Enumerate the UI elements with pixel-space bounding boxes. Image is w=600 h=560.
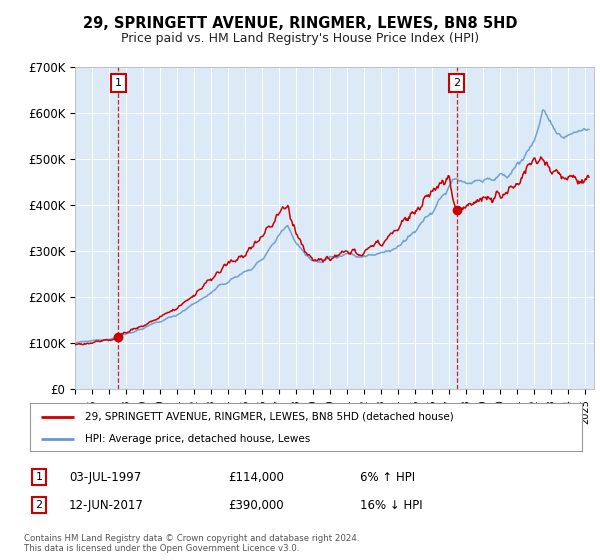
Text: HPI: Average price, detached house, Lewes: HPI: Average price, detached house, Lewe…	[85, 434, 310, 444]
Text: £114,000: £114,000	[228, 470, 284, 484]
Text: 2: 2	[453, 78, 460, 88]
Text: 2: 2	[35, 500, 43, 510]
Text: 03-JUL-1997: 03-JUL-1997	[69, 470, 141, 484]
Text: Price paid vs. HM Land Registry's House Price Index (HPI): Price paid vs. HM Land Registry's House …	[121, 31, 479, 45]
Text: 1: 1	[35, 472, 43, 482]
Text: 29, SPRINGETT AVENUE, RINGMER, LEWES, BN8 5HD (detached house): 29, SPRINGETT AVENUE, RINGMER, LEWES, BN…	[85, 412, 454, 422]
Text: 6% ↑ HPI: 6% ↑ HPI	[360, 470, 415, 484]
Text: Contains HM Land Registry data © Crown copyright and database right 2024.: Contains HM Land Registry data © Crown c…	[24, 534, 359, 543]
Text: £390,000: £390,000	[228, 498, 284, 512]
Text: This data is licensed under the Open Government Licence v3.0.: This data is licensed under the Open Gov…	[24, 544, 299, 553]
Text: 29, SPRINGETT AVENUE, RINGMER, LEWES, BN8 5HD: 29, SPRINGETT AVENUE, RINGMER, LEWES, BN…	[83, 16, 517, 31]
Text: 16% ↓ HPI: 16% ↓ HPI	[360, 498, 422, 512]
Text: 12-JUN-2017: 12-JUN-2017	[69, 498, 144, 512]
Text: 1: 1	[115, 78, 122, 88]
